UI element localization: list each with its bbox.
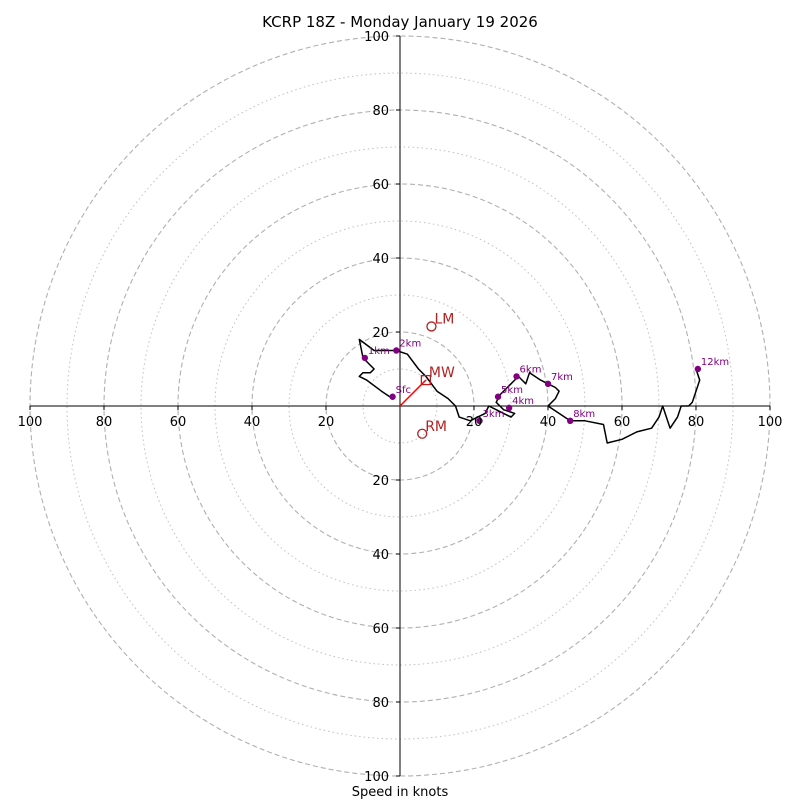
height-marker-label-7km: 7km xyxy=(551,372,573,383)
tick-label-right-4: 100 xyxy=(758,415,783,430)
tick-label-right-0: 20 xyxy=(466,415,483,430)
wind-trace xyxy=(358,338,701,444)
tick-label-left-0: 100 xyxy=(18,415,43,430)
tick-label-left-2: 60 xyxy=(170,415,187,430)
height-marker-dot-1km xyxy=(361,354,369,362)
height-marker-dot-12km xyxy=(694,365,702,373)
height-marker-label-2km: 2km xyxy=(399,339,421,350)
tick-label-up-2: 60 xyxy=(372,178,389,193)
tick-label-left-4: 20 xyxy=(318,415,335,430)
height-marker-label-sfc: Sfc xyxy=(396,385,411,396)
tick-label-right-1: 40 xyxy=(540,415,557,430)
motion-label-lm: LM xyxy=(434,311,454,327)
motion-label-mw: MW xyxy=(429,365,455,381)
height-marker-label-4km: 4km xyxy=(512,396,534,407)
height-marker-label-8km: 8km xyxy=(573,409,595,420)
motion-marker-rm xyxy=(417,428,428,439)
height-marker-dot-6km xyxy=(513,373,520,380)
x-axis-label: Speed in knots xyxy=(352,785,449,800)
height-marker-label-12km: 12km xyxy=(701,357,729,368)
height-marker-dot-7km xyxy=(544,380,552,387)
motion-label-rm: RM xyxy=(425,419,447,435)
height-marker-label-1km: 1km xyxy=(368,346,390,357)
height-marker-dot-3km xyxy=(476,417,483,424)
tick-label-down-2: 60 xyxy=(372,622,389,637)
height-marker-dot-5km xyxy=(494,393,502,400)
height-marker-label-6km: 6km xyxy=(520,364,542,375)
height-marker-label-3km: 3km xyxy=(483,409,505,420)
tick-label-right-3: 80 xyxy=(688,415,705,430)
height-marker-label-5km: 5km xyxy=(501,385,523,396)
tick-label-left-1: 80 xyxy=(96,415,113,430)
hodograph-trace-line xyxy=(358,338,701,444)
height-marker-dot-sfc xyxy=(389,393,396,400)
tick-label-up-3: 80 xyxy=(372,104,389,119)
tick-label-down-0: 20 xyxy=(372,474,389,489)
tick-label-left-3: 40 xyxy=(244,415,261,430)
tick-label-right-2: 60 xyxy=(614,415,631,430)
tick-label-up-4: 100 xyxy=(364,30,389,45)
tick-label-down-4: 100 xyxy=(364,770,389,785)
motion-marker-lm xyxy=(426,321,437,332)
storm-motion-markers: LM MW RM xyxy=(417,311,455,439)
motion-marker-mw xyxy=(420,374,432,386)
height-marker-dot-8km xyxy=(567,417,574,424)
tick-label-up-1: 40 xyxy=(372,252,389,267)
tick-label-up-0: 20 xyxy=(372,326,389,341)
chart-title: KCRP 18Z - Monday January 19 2026 xyxy=(262,13,538,31)
height-marker-dot-2km xyxy=(393,347,400,354)
tick-label-down-3: 80 xyxy=(372,696,389,711)
tick-label-down-1: 40 xyxy=(372,548,389,563)
tick-labels: 20 40 60 80 100 100 80 60 40 20 20 40 60 80 100 20 40 60 8… xyxy=(18,30,783,785)
height-marker-dot-4km xyxy=(505,404,513,412)
